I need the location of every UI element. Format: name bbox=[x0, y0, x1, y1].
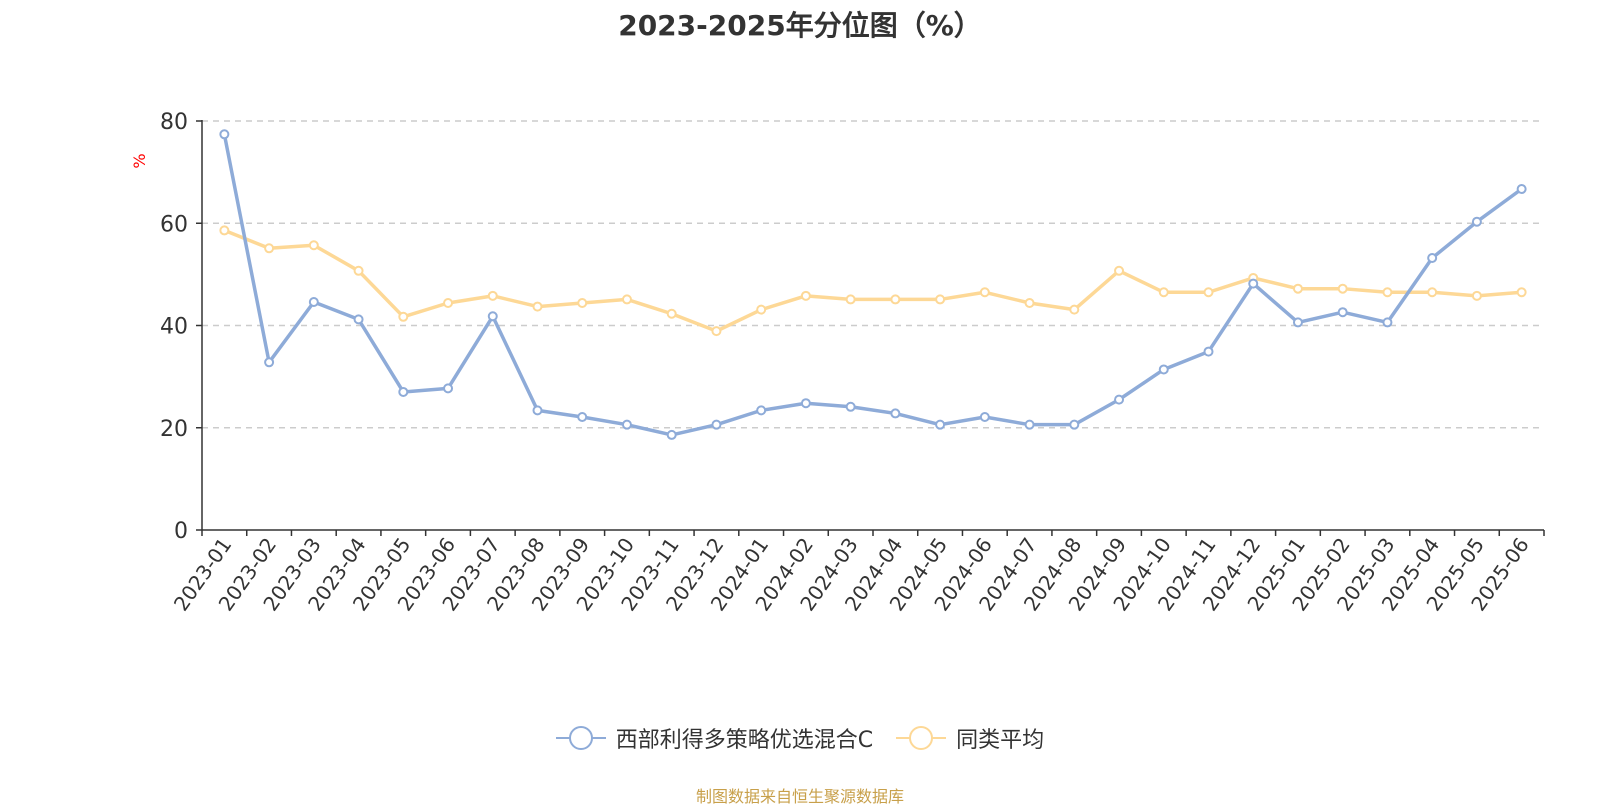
data-point-series-1 bbox=[353, 314, 364, 325]
data-point-series-2 bbox=[487, 290, 498, 301]
data-point-series-1 bbox=[890, 408, 901, 419]
data-point-series-1 bbox=[756, 405, 767, 416]
data-point-series-1 bbox=[1114, 394, 1125, 405]
data-point-series-1 bbox=[1471, 216, 1482, 227]
data-point-series-1 bbox=[711, 419, 722, 430]
data-point-series-2 bbox=[398, 311, 409, 322]
data-point-series-2 bbox=[1292, 283, 1303, 294]
source-note: 制图数据来自恒生聚源数据库 bbox=[695, 787, 904, 806]
data-point-series-1 bbox=[219, 129, 230, 140]
axes: 0204060802023-012023-022023-032023-04202… bbox=[160, 110, 1545, 615]
data-point-series-2 bbox=[532, 301, 543, 312]
data-point-series-1 bbox=[264, 357, 275, 368]
data-point-series-1 bbox=[1069, 419, 1080, 430]
data-point-series-2 bbox=[711, 326, 722, 337]
data-point-series-2 bbox=[1024, 298, 1035, 309]
grid-lines bbox=[202, 120, 1544, 429]
chart-title: 2023-2025年分位图（%） bbox=[618, 9, 982, 42]
data-point-series-1 bbox=[800, 398, 811, 409]
data-point-series-2 bbox=[1382, 287, 1393, 298]
data-point-series-2 bbox=[1069, 304, 1080, 315]
data-point-series-1 bbox=[935, 419, 946, 430]
legend-label-series-1: 西部利得多策略优选混合C bbox=[615, 728, 874, 753]
data-point-series-2 bbox=[621, 294, 632, 305]
data-point-series-2 bbox=[756, 304, 767, 315]
series-line-2 bbox=[223, 228, 1522, 333]
data-point-series-1 bbox=[1337, 307, 1348, 318]
data-point-series-2 bbox=[1203, 287, 1214, 298]
series-layer bbox=[219, 129, 1527, 440]
data-point-series-2 bbox=[1471, 290, 1482, 301]
data-point-series-2 bbox=[264, 243, 275, 254]
data-point-series-2 bbox=[577, 298, 588, 309]
data-point-series-2 bbox=[1337, 283, 1348, 294]
data-point-series-2 bbox=[800, 290, 811, 301]
series-line-1 bbox=[222, 133, 1523, 437]
data-point-series-2 bbox=[1427, 287, 1438, 298]
y-axis-label: % bbox=[130, 153, 149, 168]
y-tick-label: 80 bbox=[160, 110, 188, 135]
data-point-series-2 bbox=[1158, 287, 1169, 298]
data-point-series-1 bbox=[621, 419, 632, 430]
y-tick-label: 0 bbox=[174, 519, 188, 544]
data-point-series-1 bbox=[1248, 278, 1259, 289]
data-point-series-2 bbox=[219, 225, 230, 236]
data-point-series-1 bbox=[1427, 253, 1438, 264]
data-point-series-1 bbox=[979, 412, 990, 423]
data-point-series-2 bbox=[443, 298, 454, 309]
data-point-series-1 bbox=[308, 296, 319, 307]
data-point-series-1 bbox=[443, 383, 454, 394]
data-point-series-1 bbox=[487, 311, 498, 322]
data-point-series-1 bbox=[1382, 317, 1393, 328]
legend-marker-series-2 bbox=[896, 725, 947, 751]
data-point-series-2 bbox=[1114, 265, 1125, 276]
data-point-series-2 bbox=[845, 294, 856, 305]
data-point-series-1 bbox=[1158, 364, 1169, 375]
line-chart: 0204060802023-012023-022023-032023-04202… bbox=[130, 110, 1545, 615]
data-point-series-2 bbox=[979, 287, 990, 298]
legend-marker-series-1 bbox=[555, 725, 606, 751]
legend: 西部利得多策略优选混合C 同类平均 bbox=[0, 722, 1600, 757]
data-point-series-1 bbox=[1292, 317, 1303, 328]
legend-item-series-1[interactable]: 西部利得多策略优选混合C bbox=[555, 722, 874, 754]
y-tick-label: 60 bbox=[160, 212, 188, 237]
data-point-series-2 bbox=[353, 265, 364, 276]
y-tick-label: 40 bbox=[160, 315, 188, 340]
data-point-series-2 bbox=[935, 294, 946, 305]
legend-item-series-2[interactable]: 同类平均 bbox=[896, 722, 1044, 754]
data-point-series-2 bbox=[666, 308, 677, 319]
data-point-series-2 bbox=[308, 240, 319, 251]
data-point-series-1 bbox=[1203, 346, 1214, 357]
data-point-series-2 bbox=[890, 294, 901, 305]
data-point-series-1 bbox=[1024, 419, 1035, 430]
data-point-series-1 bbox=[398, 386, 409, 397]
data-point-series-1 bbox=[1516, 183, 1527, 194]
data-point-series-2 bbox=[1516, 287, 1527, 298]
data-point-series-1 bbox=[577, 412, 588, 423]
data-point-series-1 bbox=[845, 401, 856, 412]
y-tick-label: 20 bbox=[160, 417, 188, 442]
data-point-series-1 bbox=[666, 429, 677, 440]
legend-label-series-2: 同类平均 bbox=[956, 728, 1045, 753]
data-point-series-1 bbox=[532, 405, 543, 416]
